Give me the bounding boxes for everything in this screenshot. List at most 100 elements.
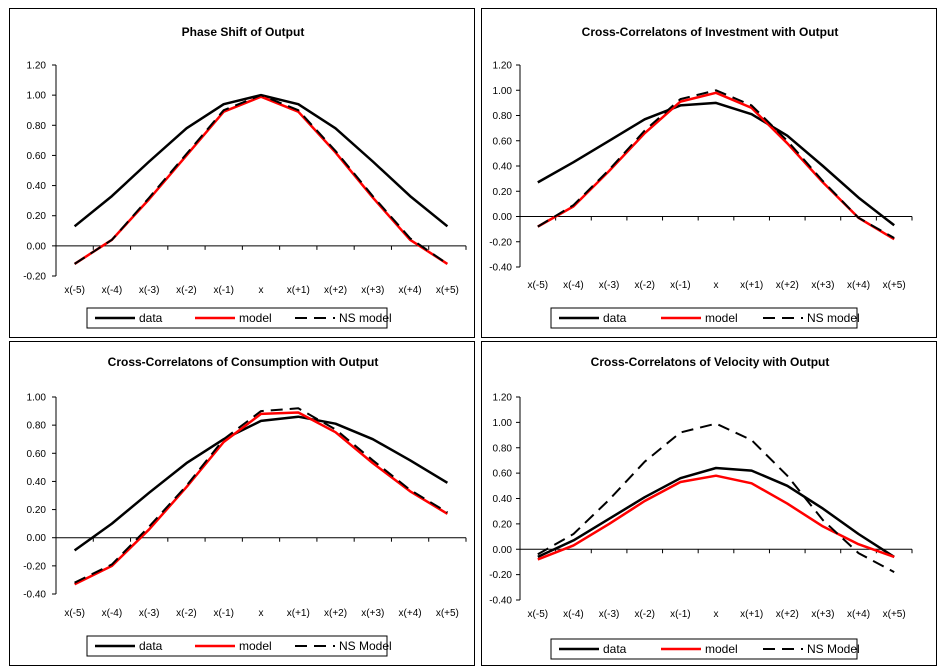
x-tick-label: x(+5) [883, 280, 906, 291]
x-tick-label: x(+2) [324, 285, 347, 296]
y-tick-label: 0.40 [493, 494, 513, 505]
x-tick-label: x(+1) [740, 280, 763, 291]
x-tick-label: x(+5) [436, 608, 459, 619]
y-tick-label: 0.80 [27, 121, 47, 132]
x-tick-label: x(-4) [563, 280, 584, 291]
legend: data model NS model [86, 307, 392, 329]
x-tick-label: x [714, 280, 719, 291]
x-tick-label: x(+5) [883, 609, 906, 620]
x-tick-label: x(-1) [213, 285, 234, 296]
y-tick-label: -0.20 [489, 237, 512, 248]
y-tick-label: 0.40 [27, 477, 47, 488]
legend-label-model: model [239, 639, 272, 653]
legend-label-data: data [603, 642, 627, 656]
y-tick-label: 0.20 [493, 519, 513, 530]
y-tick-label: 1.00 [493, 418, 513, 429]
y-tick-label: -0.20 [489, 570, 512, 581]
y-tick-label: 0.40 [27, 181, 47, 192]
series-line-data [537, 101, 895, 227]
y-tick-label: 0.60 [493, 469, 513, 480]
x-tick-label: x(-1) [213, 608, 234, 619]
x-tick-label: x(-5) [528, 280, 549, 291]
y-tick-label: -0.20 [23, 561, 46, 572]
legend-label-data: data [603, 311, 627, 325]
y-tick-label: -0.40 [489, 263, 512, 274]
x-tick-label: x(+2) [324, 608, 347, 619]
series-line-ns-model [537, 422, 895, 573]
x-tick-label: x(-3) [599, 609, 620, 620]
y-tick-label: 0.00 [27, 241, 47, 252]
y-tick-label: 1.00 [493, 86, 513, 97]
legend-label-ns-model: NS model [339, 311, 392, 325]
chart-panel-velocity-output: Cross-Correlatons of Velocity with Outpu… [481, 341, 937, 666]
chart-svg: Cross-Correlatons of Velocity with Outpu… [489, 355, 913, 660]
chart-title: Phase Shift of Output [182, 25, 305, 39]
y-tick-label: 1.20 [27, 61, 47, 72]
y-tick-label: 0.80 [493, 443, 513, 454]
y-tick-label: 0.60 [27, 449, 47, 460]
x-tick-label: x(+4) [847, 280, 870, 291]
y-tick-label: 0.20 [27, 505, 47, 516]
x-tick-label: x(-3) [599, 280, 620, 291]
x-tick-label: x(+4) [399, 285, 422, 296]
y-tick-label: -0.40 [23, 590, 46, 601]
y-tick-label: 0.40 [493, 162, 513, 173]
y-tick-label: 0.00 [493, 212, 513, 223]
series-line-data [73, 93, 449, 228]
y-tick-label: 1.20 [493, 393, 513, 404]
legend: data model NS model [550, 307, 860, 329]
y-tick-label: 1.20 [493, 61, 513, 72]
x-tick-label: x(+3) [811, 280, 834, 291]
x-tick-label: x [259, 285, 264, 296]
x-tick-label: x(-3) [139, 608, 160, 619]
y-tick-label: 0.00 [27, 533, 47, 544]
x-tick-label: x(+1) [287, 608, 310, 619]
chart-panel-consumption-output: Cross-Correlatons of Consumption with Ou… [9, 341, 475, 666]
y-tick-label: 0.60 [27, 151, 47, 162]
x-tick-label: x(+2) [776, 280, 799, 291]
series-line-ns-model [74, 94, 448, 265]
legend-label-model: model [239, 311, 272, 325]
y-tick-label: 0.20 [493, 187, 513, 198]
legend-label-data: data [139, 639, 163, 653]
y-tick-label: -0.40 [489, 596, 512, 607]
x-tick-label: x(-4) [563, 609, 584, 620]
x-tick-label: x [259, 608, 264, 619]
y-tick-label: -0.20 [23, 272, 46, 283]
y-tick-label: 0.60 [493, 136, 513, 147]
x-tick-label: x(+3) [361, 608, 384, 619]
legend-box [550, 638, 858, 660]
x-tick-label: x(+3) [811, 609, 834, 620]
y-tick-label: 1.00 [27, 91, 47, 102]
x-tick-label: x(-2) [634, 609, 655, 620]
x-tick-label: x(-5) [528, 609, 549, 620]
chart-svg: Phase Shift of Output 1.20 1.00 0.80 0.60 0.4… [23, 25, 467, 329]
chart-panel-investment-output: Cross-Correlatons of Investment with Out… [481, 8, 937, 338]
x-tick-label: x(+3) [361, 285, 384, 296]
legend-label-data: data [139, 311, 163, 325]
series-line-data [537, 466, 895, 559]
y-tick-label: 0.00 [493, 545, 513, 556]
x-tick-label: x(-3) [139, 285, 160, 296]
x-tick-label: x(-4) [102, 285, 123, 296]
x-tick-label: x(+4) [399, 608, 422, 619]
x-tick-label: x(-4) [102, 608, 123, 619]
legend-label-ns-model: NS model [807, 311, 860, 325]
legend-label-ns-model: NS Model [807, 642, 860, 656]
legend-box [550, 307, 858, 329]
series-line-data [73, 415, 449, 552]
chart-title: Cross-Correlatons of Velocity with Outpu… [591, 355, 830, 369]
legend: data model NS Model [86, 635, 392, 657]
y-tick-label: 0.80 [493, 111, 513, 122]
x-tick-label: x(-5) [64, 608, 85, 619]
legend-label-ns-model: NS Model [339, 639, 392, 653]
chart-svg: Cross-Correlatons of Investment with Out… [489, 25, 913, 329]
legend-box [86, 635, 388, 657]
chart-panel-phase-shift-output: Phase Shift of Output 1.20 1.00 0.80 0.60 0.4… [9, 8, 475, 338]
x-tick-label: x(+2) [776, 609, 799, 620]
chart-title: Cross-Correlatons of Consumption with Ou… [108, 355, 379, 369]
x-tick-label: x(-5) [64, 285, 85, 296]
legend-box [86, 307, 388, 329]
x-tick-label: x(+4) [847, 609, 870, 620]
series-line-model [74, 411, 449, 586]
